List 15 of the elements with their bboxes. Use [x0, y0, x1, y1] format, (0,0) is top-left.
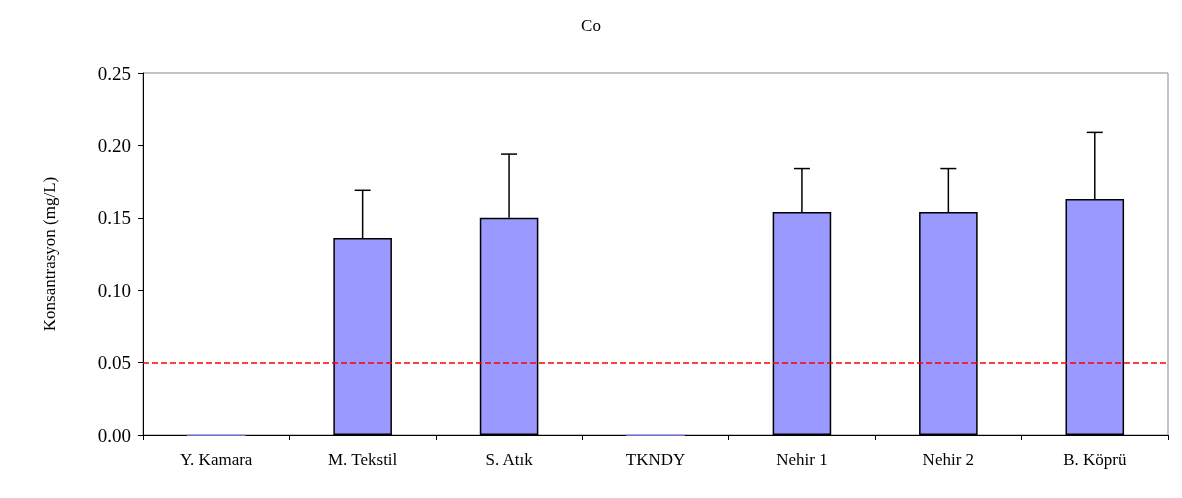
x-tick-label: Y. Kamara	[180, 450, 253, 469]
x-tick-label: TKNDY	[625, 450, 686, 469]
x-tick-label: B. Köprü	[1063, 450, 1127, 469]
y-tick-label: 0.05	[97, 352, 131, 374]
y-tick-label: 0.15	[97, 207, 131, 229]
x-tick-label: Nehir 1	[776, 450, 828, 469]
chart-title: Co	[581, 16, 601, 35]
x-tick-label: Nehir 2	[922, 450, 975, 469]
y-tick-label: 0.20	[97, 134, 131, 156]
y-tick-label: 0.10	[97, 279, 131, 301]
y-tick-label: 0.25	[97, 62, 131, 84]
x-tick-label: S. Atık	[485, 450, 534, 469]
y-axis-title: Konsantrasyon (mg/L)	[40, 176, 59, 332]
x-tick-label: M. Tekstil	[327, 450, 398, 469]
y-tick-label: 0.00	[97, 424, 131, 446]
